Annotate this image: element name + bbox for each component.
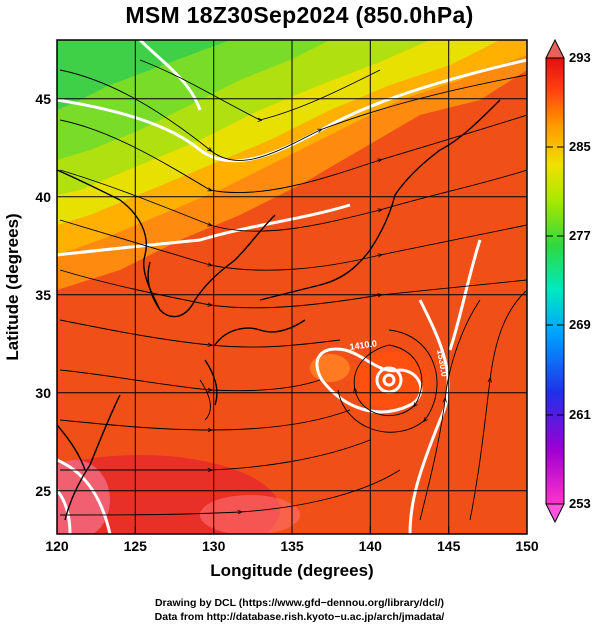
credits-line-dcl: Drawing by DCL (https://www.gfd−dennou.o… bbox=[154, 597, 445, 609]
x-tick-label: 135 bbox=[280, 538, 304, 554]
x-axis-ticks bbox=[56, 526, 528, 534]
contour-label-1530: 1530.0 bbox=[435, 349, 450, 378]
x-axis-title: Longitude (degrees) bbox=[210, 561, 373, 580]
contour-label-1410: 1410.0 bbox=[349, 338, 378, 352]
y-axis-title: Latitude (degrees) bbox=[3, 213, 22, 360]
x-tick-label: 145 bbox=[437, 538, 461, 554]
y-tick-labels: 45 40 35 30 25 bbox=[35, 91, 51, 499]
temperature-field bbox=[57, 40, 527, 534]
colorbar-tick-label: 253 bbox=[569, 496, 591, 511]
x-tick-label: 150 bbox=[515, 538, 539, 554]
x-tick-labels: 120 125 130 135 140 145 150 bbox=[45, 538, 539, 554]
colorbar-tick-label: 261 bbox=[569, 407, 591, 422]
x-tick-label: 125 bbox=[124, 538, 148, 554]
credits-line-data: Data from http://database.rish.kyoto−u.a… bbox=[154, 611, 445, 623]
colorbar-min-triangle bbox=[545, 503, 565, 524]
colorbar-gradient bbox=[545, 57, 565, 505]
y-tick-label: 25 bbox=[35, 483, 51, 499]
chart-title: MSM 18Z30Sep2024 (850.0hPa) bbox=[125, 2, 474, 28]
y-tick-label: 45 bbox=[35, 91, 51, 107]
y-tick-label: 40 bbox=[35, 189, 51, 205]
colorbar-tick-label: 285 bbox=[569, 139, 591, 154]
x-tick-label: 130 bbox=[202, 538, 226, 554]
wind-streamlines bbox=[59, 59, 527, 521]
x-tick-label: 120 bbox=[45, 538, 69, 554]
colorbar-tick-label: 269 bbox=[569, 317, 591, 332]
y-tick-label: 30 bbox=[35, 385, 51, 401]
colorbar-tick-label: 277 bbox=[569, 228, 591, 243]
lat-lon-grid bbox=[57, 40, 527, 534]
colorbar: 293 285 277 269 261 253 bbox=[545, 38, 591, 524]
y-tick-label: 35 bbox=[35, 287, 51, 303]
colorbar-tick-label: 293 bbox=[569, 50, 591, 65]
x-tick-label: 140 bbox=[359, 538, 383, 554]
credits: Drawing by DCL (https://www.gfd−dennou.o… bbox=[0, 596, 599, 624]
colorbar-max-triangle bbox=[545, 38, 565, 59]
